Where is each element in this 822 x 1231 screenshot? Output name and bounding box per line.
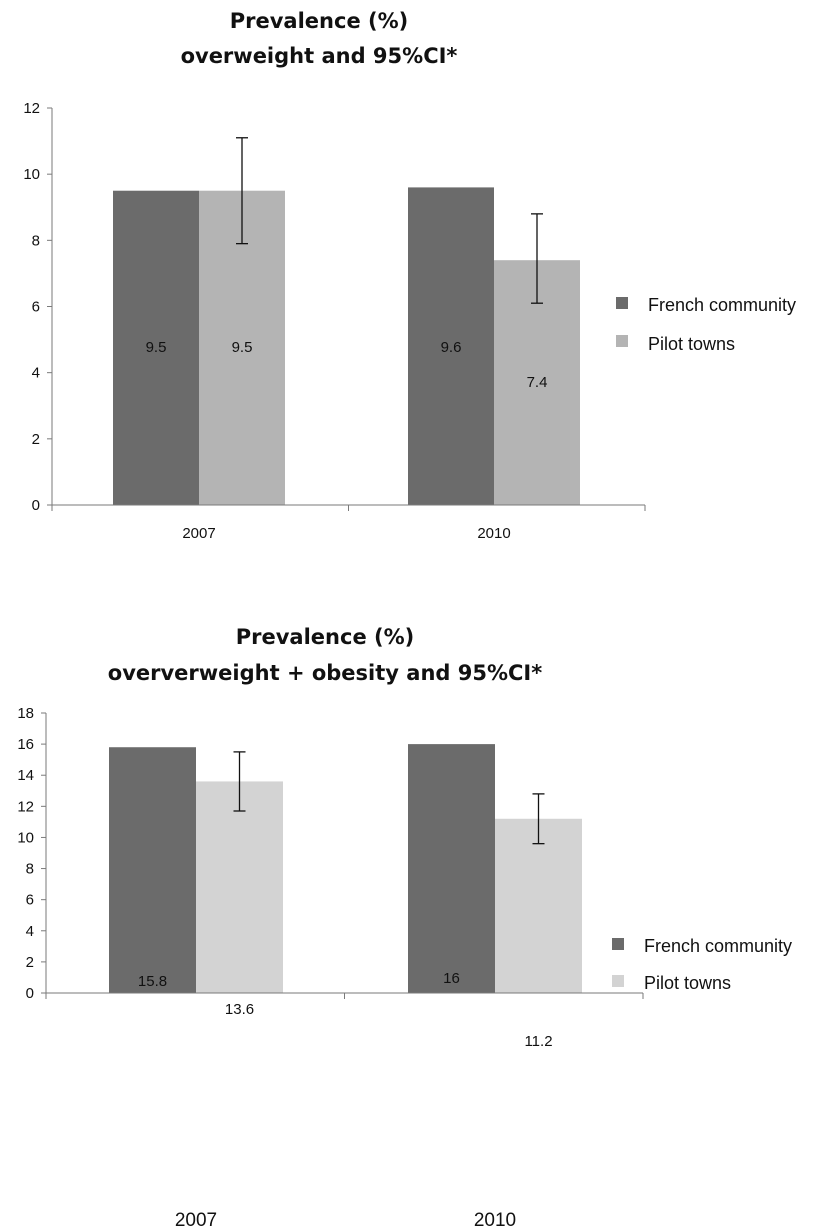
chart2-y-tick-label: 8 <box>26 861 34 878</box>
chart2-title-line1: Prevalence (%) <box>236 625 414 649</box>
chart1-value-label: 9.5 <box>146 339 167 356</box>
chart2-bar-french-community-2007 <box>109 747 196 993</box>
chart2-error-bar-2007 <box>233 751 246 812</box>
chart1-y-tick-label: 0 <box>32 497 40 514</box>
chart2-legend-label: French community <box>644 936 792 956</box>
chart2-y-tick-label: 6 <box>26 892 34 909</box>
chart2-bar-pilot-towns-2007 <box>196 781 283 993</box>
chart2-bar-french-community-2010 <box>408 744 495 993</box>
chart1-y-tick-label: 8 <box>32 232 40 249</box>
chart2-y-tick-label: 16 <box>17 736 34 753</box>
chart2-y-tick-label: 0 <box>26 985 34 1002</box>
chart1-y-tick-label: 12 <box>23 100 40 117</box>
chart2-y-tick-label: 14 <box>17 767 34 784</box>
chart1-y-tick-label: 4 <box>32 365 40 382</box>
chart2-y-tick-label: 2 <box>26 954 34 971</box>
chart-overweight: Prevalence (%) overweight and 95%CI* 0 2 4… <box>23 9 796 542</box>
chart2-y-tick-label: 4 <box>26 923 34 940</box>
chart2-value-label: 13.6 <box>225 1001 254 1018</box>
chart2-x-tick-label: 2010 <box>474 1210 516 1231</box>
chart1-legend-swatch <box>616 297 628 309</box>
chart1-legend-label: French community <box>648 295 796 315</box>
chart1-value-label: 9.5 <box>232 339 253 356</box>
chart1-legend-label: Pilot towns <box>648 334 735 354</box>
chart1-title-line2: overweight and 95%CI* <box>181 44 458 68</box>
chart1-title-line1: Prevalence (%) <box>230 9 408 33</box>
chart2-legend-label: Pilot towns <box>644 973 731 993</box>
chart1-legend-swatch <box>616 335 628 347</box>
chart2-bar-pilot-towns-2010 <box>495 818 582 993</box>
chart2-legend-swatch <box>612 938 624 950</box>
chart2-y-tick-label: 18 <box>17 705 34 722</box>
chart1-value-label: 7.4 <box>527 374 548 391</box>
chart2-title-line2: oververweight + obesity and 95%CI* <box>108 661 542 685</box>
chart2-value-label: 16 <box>443 970 460 987</box>
chart1-error-bar-2007 <box>236 137 248 245</box>
chart2-legend-swatch <box>612 975 624 987</box>
chart-overweight-obesity: Prevalence (%) oververweight + obesity a… <box>17 625 792 1231</box>
chart1-y-tick-label: 10 <box>23 166 40 183</box>
chart1-error-bar-2010 <box>531 213 543 304</box>
chart2-error-bar-2010 <box>532 793 545 845</box>
chart2-y-tick-label: 10 <box>17 829 34 846</box>
chart2-x-tick-label: 2007 <box>175 1210 217 1231</box>
chart2-value-label: 15.8 <box>138 973 167 990</box>
chart2-y-tick-label: 12 <box>17 798 34 815</box>
chart1-bar-french-community-2010 <box>408 187 494 505</box>
chart1-bar-french-community-2007 <box>113 190 199 506</box>
chart1-value-label: 9.6 <box>441 339 462 356</box>
chart2-value-label: 11.2 <box>524 1033 552 1050</box>
chart1-y-tick-label: 2 <box>32 431 40 448</box>
chart1-x-tick-label: 2010 <box>477 525 510 542</box>
chart1-y-tick-label: 6 <box>32 299 40 316</box>
chart1-x-tick-label: 2007 <box>182 525 215 542</box>
